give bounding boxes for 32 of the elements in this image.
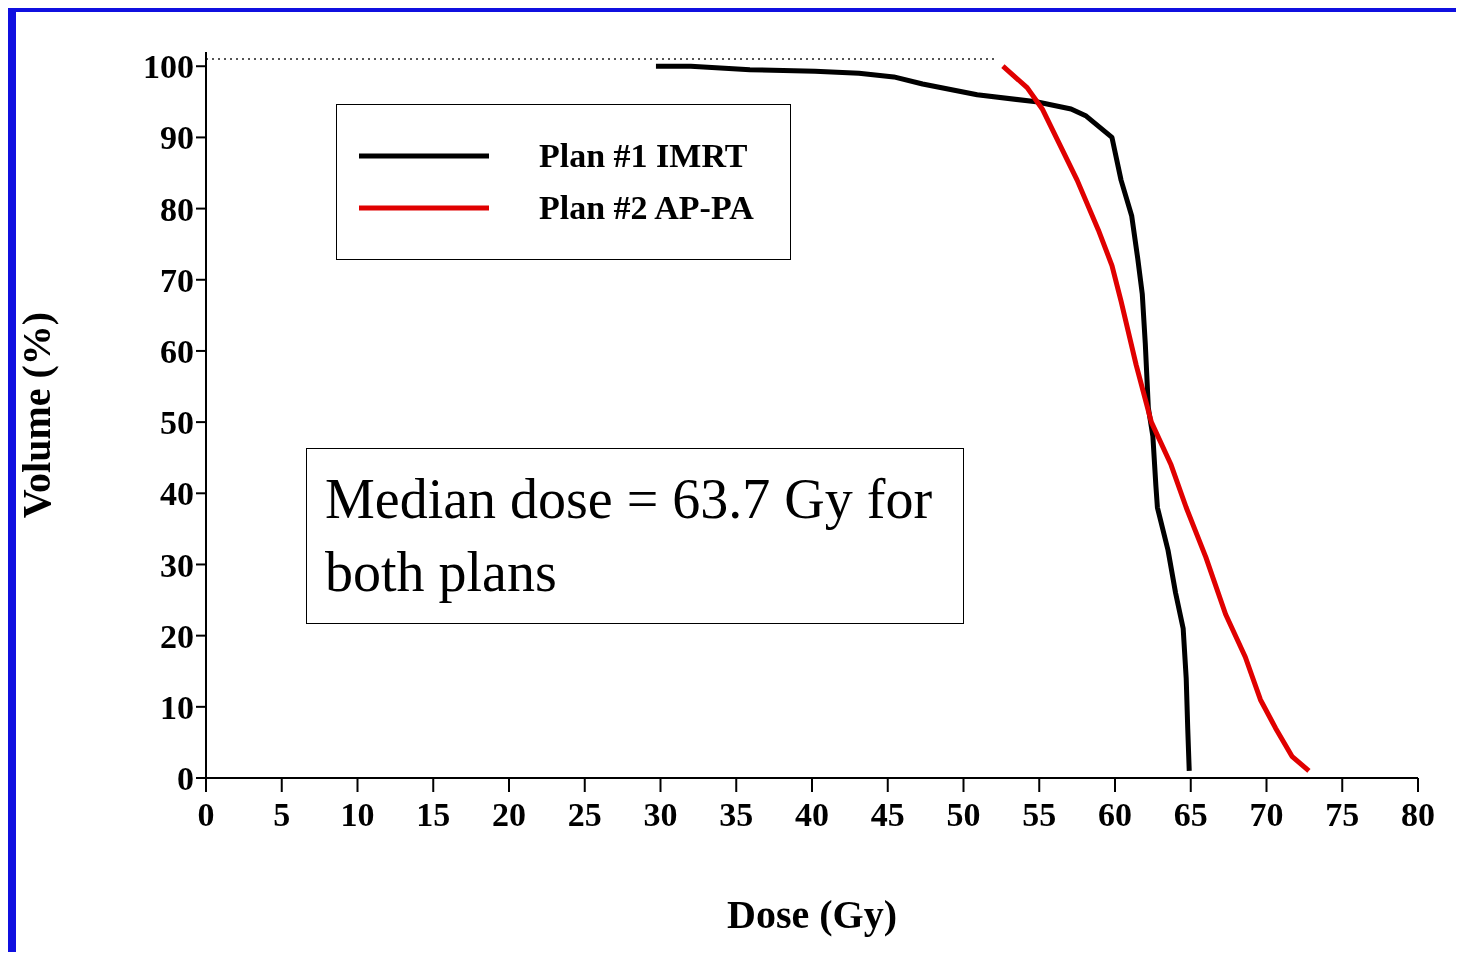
x-tick-label: 5 [273,796,291,834]
y-tick-label: 0 [177,760,194,798]
y-tick-label: 50 [160,404,194,442]
x-tick-label: 60 [1098,796,1132,834]
x-tick-label: 25 [567,796,602,834]
y-tick-label: 20 [160,617,194,655]
x-tick-label: 45 [870,796,905,834]
y-tick-label: 70 [160,261,194,299]
annotation: Median dose = 63.7 Gy for both plans [306,448,964,624]
x-tick-label: 70 [1249,796,1284,834]
y-axis-title: Volume (%) [14,311,60,519]
x-tick-label: 40 [795,796,829,834]
x-tick-label: 65 [1173,796,1208,834]
y-tick-label: 80 [160,190,194,228]
y-tick-label: 10 [160,688,194,726]
y-tick-label: 90 [160,119,194,157]
legend-label: Plan #1 IMRT [539,137,748,175]
legend-label: Plan #2 AP-PA [539,189,754,227]
y-tick-label: 40 [160,475,194,513]
y-tick-label: 30 [160,546,194,584]
y-tick-label: 60 [160,333,194,371]
x-tick-label: 80 [1401,796,1435,834]
x-tick-label: 10 [340,796,375,834]
x-tick-label: 35 [719,796,754,834]
x-axis-title: Dose (Gy) [727,892,897,937]
y-tick-label: 100 [143,48,194,86]
x-tick-label: 75 [1325,796,1360,834]
x-tick-label: 20 [492,796,526,834]
x-tick-label: 30 [643,796,678,834]
x-tick-label: 55 [1022,796,1057,834]
x-tick-label: 50 [946,796,981,834]
x-tick-label: 15 [416,796,451,834]
